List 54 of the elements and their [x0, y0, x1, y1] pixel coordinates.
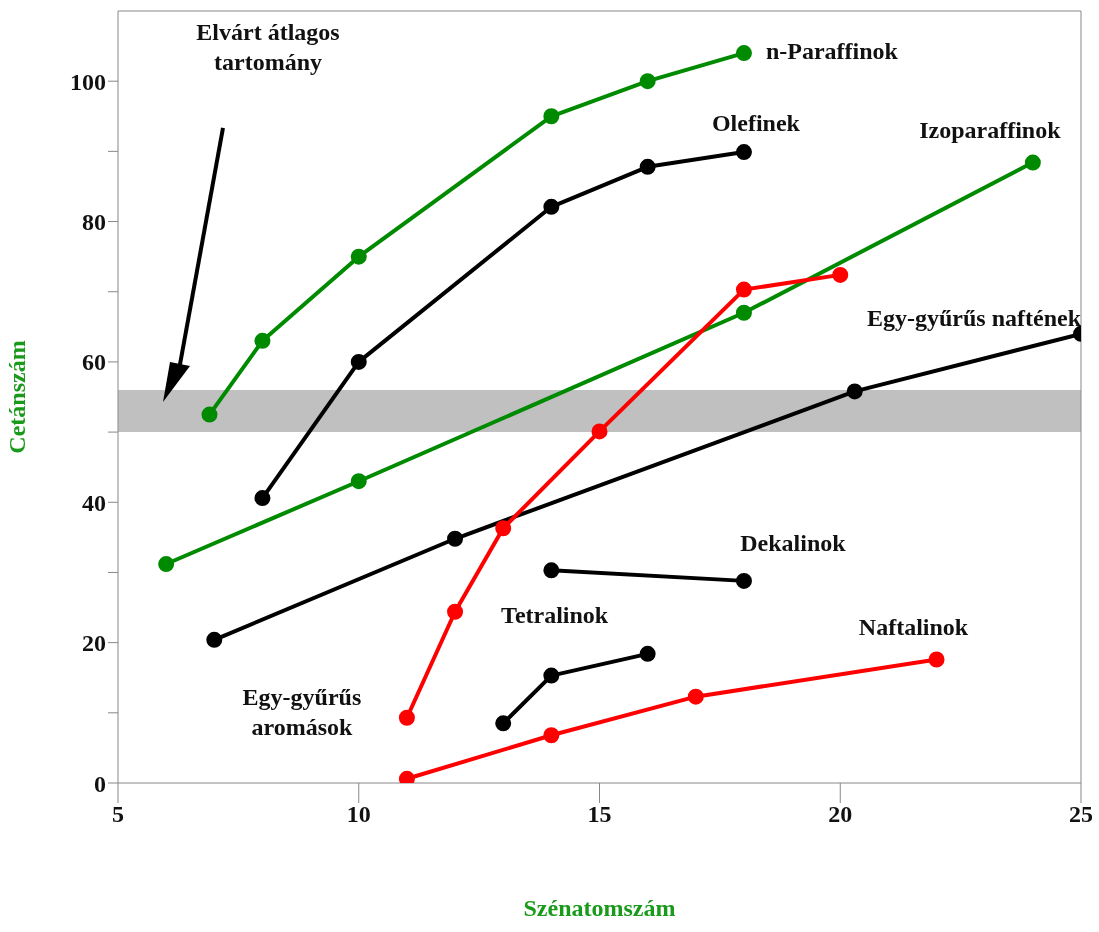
x-tick-label: 5 [112, 801, 124, 828]
point [543, 727, 560, 744]
point [254, 490, 271, 507]
x-tick-label: 25 [1069, 801, 1093, 828]
point [735, 304, 752, 321]
series-label: Olefinek [711, 109, 801, 136]
point [158, 556, 175, 573]
point [639, 73, 656, 90]
point [735, 144, 752, 161]
series-label: Dekalinok [740, 529, 847, 556]
point [543, 562, 560, 579]
point [447, 603, 464, 620]
point [201, 406, 218, 423]
point [735, 45, 752, 62]
y-tick-label: 40 [82, 489, 106, 516]
point [350, 248, 367, 265]
point [206, 631, 223, 648]
point [639, 645, 656, 662]
point [447, 530, 464, 547]
point [543, 198, 560, 215]
y-tick-label: 60 [82, 349, 106, 376]
point [350, 473, 367, 490]
point [398, 709, 415, 726]
series-label: Naftalinok [858, 613, 969, 640]
series-label: Izoparaffinok [919, 116, 1062, 143]
annotation: Elvárt átlagos tartomány [196, 18, 340, 75]
point [928, 651, 945, 668]
point [495, 520, 512, 537]
point [735, 572, 752, 589]
series-label: Egy-gyűrűs naftének [866, 304, 1082, 331]
point [495, 715, 512, 732]
x-tick-label: 15 [587, 801, 612, 828]
point [639, 158, 656, 175]
x-axis-title: Szénatomszám [523, 895, 676, 921]
point [254, 332, 271, 349]
point [687, 688, 704, 705]
y-tick-label: 20 [82, 630, 106, 657]
series-label: Egy-gyűrűs aromások [242, 683, 362, 740]
x-tick-label: 20 [828, 801, 853, 828]
series-label: Tetralinok [501, 601, 609, 628]
y-axis-title: Cetánszám [3, 340, 30, 454]
series-label: n-Paraffinok [765, 37, 899, 64]
y-tick-label: 0 [94, 770, 106, 797]
point [846, 383, 863, 400]
point [1024, 154, 1041, 171]
point [735, 281, 752, 298]
y-tick-label: 100 [70, 68, 106, 95]
point [591, 423, 608, 440]
point [350, 353, 367, 370]
x-tick-label: 10 [346, 801, 371, 828]
point [543, 108, 560, 125]
point [832, 266, 849, 283]
y-tick-label: 80 [82, 209, 106, 236]
point [543, 667, 560, 684]
